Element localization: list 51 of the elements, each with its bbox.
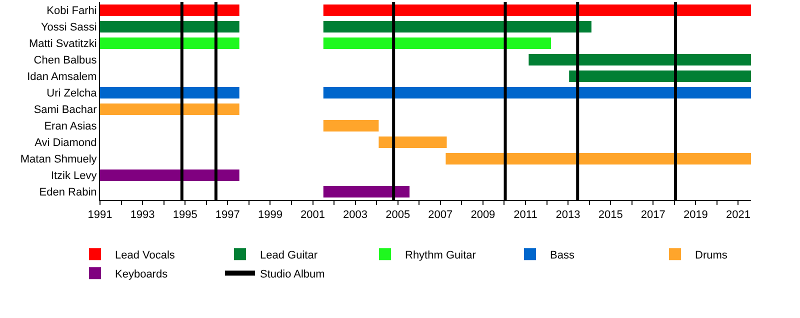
bar bbox=[323, 20, 592, 33]
x-tick-label: 2019 bbox=[683, 209, 708, 222]
y-tick-label: Uri Zelcha bbox=[46, 88, 98, 100]
bar bbox=[100, 86, 240, 99]
bar bbox=[100, 103, 240, 116]
y-tick-label: Avi Diamond bbox=[34, 137, 97, 150]
y-tick-label: Kobi Farhi bbox=[46, 5, 97, 18]
x-tick-label: 2021 bbox=[726, 209, 750, 222]
bar bbox=[323, 4, 751, 16]
x-tick-label: 1997 bbox=[215, 209, 240, 222]
legend-label: Drums bbox=[695, 249, 728, 262]
bar bbox=[100, 169, 240, 182]
y-tick-label: Yossi Sassi bbox=[40, 22, 97, 34]
legend-label: Bass bbox=[550, 249, 575, 262]
legend-label: Lead Guitar bbox=[260, 249, 318, 262]
x-tick-label: 2005 bbox=[386, 209, 410, 222]
y-tick-label: Itzik Levy bbox=[50, 170, 98, 182]
x-tick-label: 1999 bbox=[258, 209, 282, 222]
x-tick-label: 2017 bbox=[640, 209, 666, 222]
legend-label: Rhythm Guitar bbox=[405, 249, 476, 262]
y-tick-label: Eran Asias bbox=[44, 120, 98, 133]
x-tick-label: 1991 bbox=[88, 209, 112, 222]
bar bbox=[100, 37, 240, 50]
bar bbox=[323, 120, 379, 132]
x-tick-label: 2013 bbox=[556, 209, 580, 222]
bar bbox=[323, 86, 751, 99]
bar bbox=[100, 4, 240, 16]
bar bbox=[446, 152, 751, 165]
bar bbox=[569, 70, 751, 82]
y-tick-label: Idan Amsalem bbox=[27, 71, 97, 84]
legend-label: Studio Album bbox=[260, 268, 325, 280]
legend-label: Lead Vocals bbox=[115, 249, 176, 262]
x-tick-label: 2015 bbox=[598, 209, 623, 222]
y-tick-label: Matti Svatitzki bbox=[28, 38, 97, 50]
x-tick-label: 2001 bbox=[300, 209, 325, 222]
bar bbox=[323, 37, 552, 50]
x-tick-label: 2003 bbox=[343, 209, 368, 222]
y-tick-label: Matan Shmuely bbox=[20, 154, 98, 166]
x-tick-label: 2011 bbox=[514, 209, 538, 222]
legend-label: Keyboards bbox=[115, 268, 168, 280]
x-tick-label: 1993 bbox=[130, 209, 155, 222]
x-tick-label: 1995 bbox=[172, 209, 198, 222]
x-tick-label: 2009 bbox=[470, 209, 496, 222]
y-tick-label: Chen Balbus bbox=[34, 54, 98, 67]
bar bbox=[100, 20, 240, 33]
y-tick-label: Sami Bachar bbox=[34, 104, 98, 116]
bar bbox=[528, 54, 751, 66]
bar bbox=[323, 186, 410, 198]
bar bbox=[378, 136, 447, 148]
x-tick-label: 2007 bbox=[428, 209, 453, 222]
y-tick-label: Eden Rabin bbox=[39, 186, 97, 199]
